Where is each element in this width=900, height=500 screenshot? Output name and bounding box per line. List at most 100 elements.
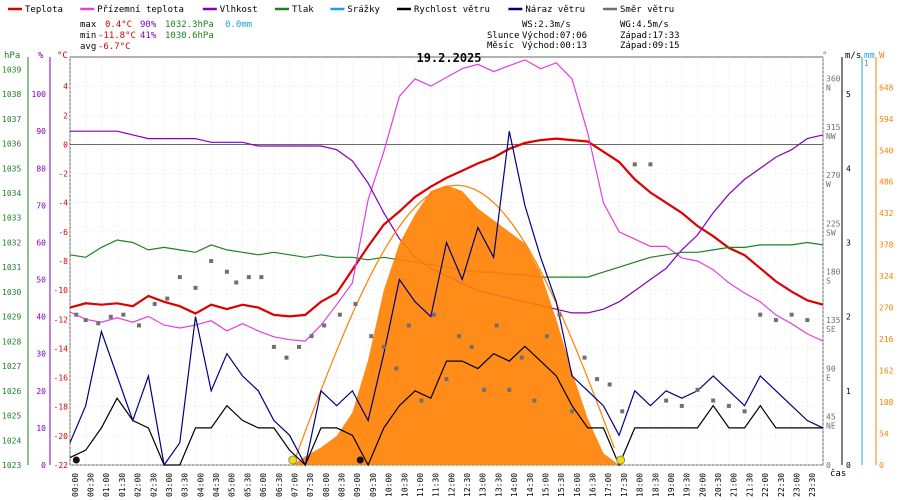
wind-dir-point xyxy=(96,321,101,326)
x-tick: 16:00 xyxy=(573,473,582,497)
solar-tick: 54 xyxy=(879,430,889,439)
solar-tick: 108 xyxy=(879,398,894,407)
x-tick: 03:00 xyxy=(165,473,174,497)
astro-sun-label: Slunce xyxy=(487,31,520,41)
stats-min-press: 1030.6hPa xyxy=(165,31,214,41)
dir-tick: 360 xyxy=(826,74,841,83)
temp-tick: -10 xyxy=(54,286,69,295)
hpa-tick: 1030 xyxy=(2,288,21,297)
wind-dir-point xyxy=(695,387,700,392)
hum-tick: 60 xyxy=(36,238,46,247)
hpa-tick: 1034 xyxy=(2,189,21,198)
dir-tick: 45 xyxy=(826,413,836,422)
hpa-tick: 1031 xyxy=(2,263,21,272)
wind-dir-point xyxy=(789,312,794,317)
wind-dir-point xyxy=(137,323,142,328)
solar-tick: 540 xyxy=(879,146,894,155)
wind-dir-point xyxy=(482,387,487,392)
wind-dir-point xyxy=(532,398,537,403)
hum-tick: 10 xyxy=(36,424,46,433)
wind-dir-point xyxy=(632,162,637,167)
stats-max-rain: 0.0mm xyxy=(225,20,252,30)
x-tick: 06:00 xyxy=(259,473,268,497)
hpa-tick: 1024 xyxy=(2,436,21,445)
dir-tick: 135 xyxy=(826,316,841,325)
wind-dir-point xyxy=(322,323,327,328)
temp-tick: -6 xyxy=(58,228,68,237)
wind-dir-point xyxy=(177,275,182,280)
x-tick: 12:30 xyxy=(463,473,472,497)
hum-tick: 70 xyxy=(36,201,46,210)
stats-avg-label: avg xyxy=(80,42,96,52)
wind-dir-point xyxy=(679,403,684,408)
temp-tick: 4 xyxy=(63,82,68,91)
hpa-tick: 1036 xyxy=(2,140,21,149)
x-tick: 05:00 xyxy=(228,473,237,497)
wind-dir-point xyxy=(773,318,778,323)
hum-tick: 40 xyxy=(36,313,46,322)
astro-sunrise: Východ:07:06 xyxy=(522,31,587,41)
hpa-tick: 1029 xyxy=(2,313,21,322)
x-tick: 15:30 xyxy=(557,473,566,497)
x-tick: 20:00 xyxy=(698,473,707,497)
dir-tick-compass: N xyxy=(826,83,831,92)
wind-dir-point xyxy=(74,312,79,317)
wind-dir-point xyxy=(259,275,264,280)
dir-tick: 270 xyxy=(826,171,841,180)
x-tick: 18:00 xyxy=(636,473,645,497)
legend-label: Rychlost větru xyxy=(414,5,490,15)
x-tick: 13:00 xyxy=(479,473,488,497)
hpa-tick: 1028 xyxy=(2,337,21,346)
series-line xyxy=(69,345,823,467)
stats-max-hum: 90% xyxy=(140,20,157,30)
wind-dir-point xyxy=(152,301,157,306)
hum-tick: 90 xyxy=(36,127,46,136)
dir-tick-compass: NW xyxy=(826,132,836,141)
x-tick: 17:30 xyxy=(620,473,629,497)
hum-tick: 30 xyxy=(36,350,46,359)
dir-tick-compass: W xyxy=(826,180,831,189)
x-tick: 13:30 xyxy=(494,473,503,497)
wind-dir-point xyxy=(108,314,113,319)
x-axis: 00:00 00:30 01:00 01:30 02:00 02:30 03:00 03:30… xyxy=(71,473,817,497)
x-tick: 09:00 xyxy=(353,473,362,497)
wind-dir-point xyxy=(353,301,358,306)
wind-dir-point xyxy=(648,162,653,167)
dir-tick-compass: S xyxy=(826,277,831,286)
legend-label: Teplota xyxy=(25,5,63,15)
x-tick: 21:30 xyxy=(745,473,754,497)
solar-tick: 594 xyxy=(879,115,894,124)
hpa-tick: 1039 xyxy=(2,65,21,74)
wind-dir-point xyxy=(664,398,669,403)
dir-tick: 0 xyxy=(826,461,831,470)
rain-tick: 1 xyxy=(864,59,869,68)
wind-dir-point xyxy=(507,387,512,392)
hpa-tick: 1037 xyxy=(2,115,21,124)
hum-tick: 20 xyxy=(36,387,46,396)
x-tick: 02:30 xyxy=(149,473,158,497)
wind-dir-point xyxy=(381,344,386,349)
temp-tick: 0 xyxy=(63,140,68,149)
hum-tick: 0 xyxy=(41,461,46,470)
wind-tick: 2 xyxy=(846,313,851,322)
x-tick: 18:30 xyxy=(651,473,660,497)
solar-tick: 324 xyxy=(879,272,894,281)
wind-dir-point xyxy=(369,334,374,339)
dir-unit: ° xyxy=(822,51,827,61)
hpa-tick: 1027 xyxy=(2,362,21,371)
wind-dir-point xyxy=(805,318,810,323)
x-tick: 11:00 xyxy=(416,473,425,497)
hum-tick: 50 xyxy=(36,276,46,285)
hpa-tick: 1032 xyxy=(2,238,21,247)
x-tick: 01:00 xyxy=(102,473,111,497)
wind-dir-point xyxy=(271,344,276,349)
stats-min-hum: 41% xyxy=(140,31,157,41)
wind-dir-point xyxy=(337,312,342,317)
legend-label: Směr větru xyxy=(620,5,674,15)
wind-dir-point xyxy=(431,312,436,317)
wind-dir-point xyxy=(394,366,399,371)
rain-unit: mm xyxy=(864,51,875,61)
wind-tick: 4 xyxy=(846,164,851,173)
moonrise-marker xyxy=(72,456,80,464)
